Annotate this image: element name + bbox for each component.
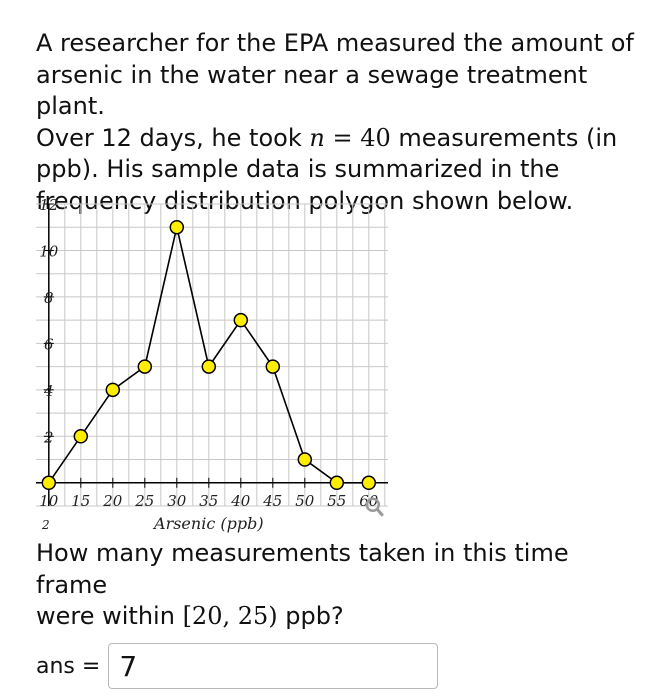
problem-line-2: arsenic in the water near a sewage treat… (36, 60, 588, 121)
problem-statement: A researcher for the EPA measured the am… (36, 28, 636, 217)
problem-line-1: A researcher for the EPA measured the am… (36, 29, 634, 57)
x-tick-label: 50 (295, 492, 315, 510)
question: How many measurements taken in this time… (36, 538, 636, 633)
x-axis-label: Arsenic (ppb) (152, 514, 264, 533)
problem-line-3: Over 12 days, he took n = 40 measurement… (36, 123, 636, 155)
question-line-2-start: were within (36, 602, 183, 630)
answer-row: ans = (36, 641, 439, 691)
problem-line-3-start: Over 12 days, he took (36, 123, 310, 152)
below-axis-label: 2 (41, 518, 50, 532)
y-tick-label: 4 (43, 382, 54, 400)
data-point (265, 359, 281, 374)
data-point (361, 475, 377, 491)
question-line-2: were within [20, 25) ppb? (36, 601, 636, 633)
data-point (329, 475, 345, 491)
data-point (41, 475, 57, 491)
answer-label: ans = (36, 653, 101, 679)
x-tick-label: 30 (167, 492, 187, 510)
n-variable: n (309, 123, 325, 152)
data-point (169, 219, 185, 235)
data-point (201, 359, 217, 374)
question-line-2-end: ppb? (277, 602, 344, 630)
data-point (233, 312, 249, 328)
y-tick-label: 8 (44, 289, 54, 307)
y-tick-label: 2 (43, 428, 54, 446)
answer-input[interactable] (108, 643, 439, 689)
x-tick-label: 20 (102, 492, 123, 510)
data-point (297, 452, 313, 467)
interval: [20, 25) (182, 602, 278, 630)
x-tick-label: 10 (39, 492, 59, 510)
magnifier-icon[interactable] (365, 497, 384, 517)
y-tick-label: 12 (39, 196, 58, 214)
x-tick-label: 40 (230, 492, 251, 510)
problem-line-3-end: measurements (in (390, 123, 618, 152)
x-tick-label: 15 (71, 492, 90, 510)
equals-sign: = (332, 123, 353, 152)
y-tick-label: 10 (39, 242, 59, 260)
data-point (105, 382, 121, 398)
n-value: 40 (360, 123, 391, 152)
question-line-1: How many measurements taken in this time… (36, 539, 569, 599)
data-point (73, 429, 89, 444)
problem-line-4: ppb). His sample data is summarized in t… (36, 155, 560, 183)
x-tick-label: 55 (327, 492, 346, 510)
x-tick-label: 35 (199, 492, 218, 510)
x-tick-label: 45 (262, 492, 282, 510)
x-tick-label: 25 (134, 492, 154, 510)
y-tick-label: 6 (44, 335, 54, 353)
data-point (137, 359, 153, 374)
